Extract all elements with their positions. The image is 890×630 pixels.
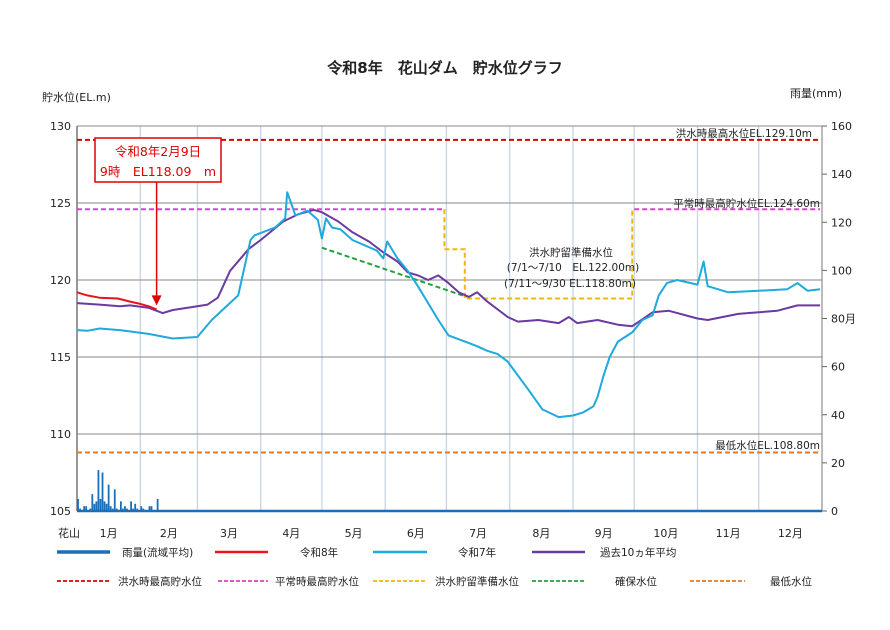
y-left-tick-label: 110 [50, 428, 71, 441]
annotation-box [94, 137, 222, 183]
rain-bar [124, 506, 126, 511]
y-right-tick-label: 160 [831, 120, 852, 133]
x-tick-label: 4月 [282, 527, 300, 540]
rain-bar [140, 506, 143, 511]
y-left-tick-label: 125 [50, 197, 71, 210]
rain-bar [113, 489, 116, 511]
legend-secure-label: 確保水位 [615, 575, 657, 588]
rain-bar [103, 501, 106, 511]
rain-bar [97, 470, 100, 511]
y-right-tick-label: 40 [831, 409, 845, 422]
legend-normal-max-label: 平常時最高貯水位 [275, 575, 359, 588]
avg10-series-line [76, 208, 820, 328]
left-axis-title: 貯水位(EL.m) [42, 90, 111, 104]
rain-bar [101, 472, 104, 511]
rain-bar [95, 501, 98, 511]
prep-line [443, 209, 634, 300]
rain-bar [99, 498, 102, 511]
y-left-tick-label: 130 [50, 120, 71, 133]
y-right-tick-label: 60 [831, 361, 845, 374]
x-tick-label: 5月 [345, 527, 363, 540]
rain-bar [134, 503, 137, 511]
rain-bar [109, 506, 112, 511]
rain-bar [85, 506, 88, 511]
x-tick-label: 6月 [407, 527, 425, 540]
annotation-date: 令和8年2月9日 [115, 144, 201, 159]
legend-prep-label: 洪水貯留準備水位 [435, 575, 519, 588]
rain-bar [130, 501, 132, 511]
x-tick-label: 10月 [653, 527, 678, 540]
rain-bar [83, 506, 86, 511]
x-tick-label: 11月 [716, 527, 741, 540]
legend-r7-label: 令和7年 [458, 546, 496, 559]
rain-bar [105, 503, 108, 511]
prep-label-period1: (7/1～7/10 EL.122.00m) [507, 262, 639, 274]
legend-r8-label: 令和8年 [300, 546, 338, 559]
rain-bar [150, 506, 153, 511]
rain-bar [77, 498, 79, 511]
y-left-tick-label: 105 [50, 505, 71, 518]
normal-max-label: 平常時最高貯水位EL.124.60m [673, 197, 820, 210]
x-tick-label: 12月 [778, 527, 803, 540]
min-level-label: 最低水位EL.108.80m [715, 439, 820, 452]
rain-bar [93, 503, 96, 511]
chart-title: 令和8年 花山ダム 貯水位グラフ [327, 59, 562, 77]
rain-bar [119, 501, 122, 511]
right-axis-title: 雨量(mm) [790, 87, 842, 100]
y-right-tick-label: 120 [831, 216, 852, 229]
secure-line [321, 246, 468, 298]
arrowhead-icon [151, 295, 162, 306]
annotation-value: 9時 EL118.09 m [100, 164, 216, 179]
x-tick-label: 3月 [220, 527, 238, 540]
y-right-tick-label: 100 [831, 264, 852, 277]
r8-series-line [76, 291, 157, 311]
legend-rain-label: 雨量(流域平均) [122, 546, 193, 559]
legend-flood-max-label: 洪水時最高貯水位 [118, 575, 202, 588]
rain-bar [156, 498, 159, 511]
current-level-annotation: 令和8年2月9日 9時 EL118.09 m [94, 137, 222, 306]
x-tick-label: 1月 [100, 527, 118, 540]
rain-bar [148, 506, 151, 511]
x-axis-prefix: 花山 [58, 527, 80, 540]
rain-bar [91, 494, 94, 511]
legend-avg10-label: 過去10ヵ年平均 [600, 546, 676, 559]
prep-label: 洪水貯留準備水位 [529, 246, 613, 259]
x-tick-label: 8月 [532, 527, 550, 540]
rain-bar [107, 484, 110, 511]
prep-label-period2: (7/11～9/30 EL.118.80m) [504, 278, 636, 290]
y-right-tick-label: 20 [831, 457, 845, 470]
y-left-tick-label: 120 [50, 274, 71, 287]
legend: 雨量(流域平均) 令和8年 令和7年 過去10ヵ年平均 洪水時最高貯水位 平常時… [57, 546, 812, 588]
legend-min-label: 最低水位 [770, 575, 812, 588]
y-right-tick-label: 0 [831, 505, 838, 518]
flood-max-label: 洪水時最高水位EL.129.10m [676, 127, 812, 140]
x-tick-label: 9月 [595, 527, 613, 540]
x-tick-label: 2月 [160, 527, 178, 540]
r7-series-line [76, 191, 821, 419]
y-right-tick-label: 140 [831, 168, 852, 181]
x-tick-label: 7月 [469, 527, 487, 540]
y-left-tick-label: 115 [50, 351, 71, 364]
y-right-tick-label: 80月 [831, 313, 856, 326]
